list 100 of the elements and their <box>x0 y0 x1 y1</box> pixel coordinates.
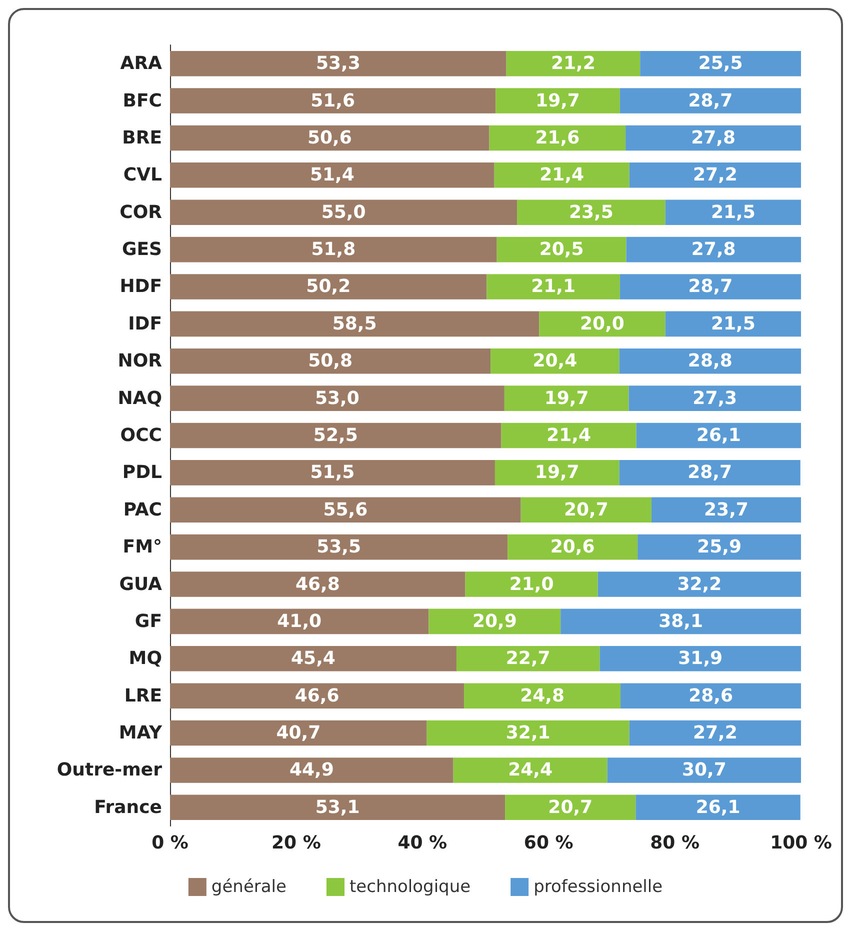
y-tick-label: BFC <box>122 90 162 112</box>
legend-label: professionnelle <box>534 877 663 897</box>
data-label: 21,6 <box>535 127 580 148</box>
bar <box>496 88 620 114</box>
data-label: 21,4 <box>546 425 592 446</box>
bar <box>640 50 801 76</box>
bar <box>490 348 620 374</box>
data-label: 38,1 <box>658 610 704 632</box>
data-label: 55,0 <box>321 202 366 223</box>
bar <box>629 162 801 188</box>
data-label: 21,4 <box>540 164 584 186</box>
data-label: 24,4 <box>508 760 553 781</box>
bar <box>628 386 801 411</box>
bar <box>560 608 801 634</box>
x-tick-label: 40 % <box>398 832 448 854</box>
data-label: 19,7 <box>536 90 580 112</box>
data-label: 21,1 <box>531 276 576 298</box>
bar <box>170 720 427 746</box>
x-tick-label: 0 % <box>152 832 188 854</box>
x-tick-label: 60 % <box>524 832 574 854</box>
y-tick-label: CVL <box>123 164 162 186</box>
data-label: 28,7 <box>688 462 732 484</box>
data-label: 20,7 <box>564 499 608 520</box>
data-label: 25,9 <box>697 536 742 558</box>
x-tick-label: 80 % <box>650 832 700 854</box>
bar <box>607 758 801 783</box>
data-label: 40,7 <box>276 722 321 744</box>
data-label: 26,1 <box>696 425 741 446</box>
bar <box>170 683 464 708</box>
data-label: 24,8 <box>520 685 564 706</box>
legend-label: générale <box>211 877 286 897</box>
bar <box>506 50 640 76</box>
y-tick-label: GES <box>122 239 162 260</box>
data-label: 55,6 <box>323 499 368 520</box>
bar <box>170 497 521 523</box>
data-label: 20,9 <box>472 610 517 632</box>
bar <box>170 572 466 597</box>
y-tick-label: COR <box>120 202 162 223</box>
bar <box>170 422 502 448</box>
y-tick-label: GF <box>134 610 162 632</box>
data-label: 52,5 <box>313 425 358 446</box>
bar <box>170 386 504 411</box>
bar <box>636 794 800 820</box>
y-tick-label: OCC <box>120 425 162 446</box>
data-label: 27,2 <box>692 164 738 186</box>
bar <box>170 646 456 672</box>
bar <box>620 274 801 300</box>
bar <box>619 348 801 374</box>
legend-label: technologique <box>349 877 471 897</box>
data-label: 32,1 <box>506 722 550 744</box>
bar <box>170 162 494 188</box>
data-label: 32,2 <box>677 574 722 595</box>
data-label: 27,8 <box>691 127 736 148</box>
data-label: 44,9 <box>289 760 334 781</box>
bar <box>170 758 454 783</box>
y-tick-label: ARA <box>120 53 162 74</box>
bar <box>636 422 801 448</box>
y-tick-label: GUA <box>119 574 162 595</box>
bar <box>464 683 621 708</box>
x-tick-label: 20 % <box>272 832 321 854</box>
data-label: 20,6 <box>550 536 595 558</box>
data-label: 20,0 <box>580 313 624 334</box>
y-tick-label: France <box>94 796 162 818</box>
data-label: 26,1 <box>696 796 740 818</box>
bar <box>626 125 801 151</box>
bar <box>170 125 490 151</box>
bar <box>501 422 636 448</box>
bar <box>520 497 652 523</box>
bar <box>170 348 491 374</box>
data-label: 20,7 <box>548 796 593 818</box>
y-tick-label: PDL <box>122 462 162 484</box>
data-label: 21,5 <box>710 313 756 334</box>
bar <box>517 200 666 225</box>
x-tick-label: 100 % <box>770 832 832 854</box>
data-label: 20,5 <box>539 239 584 260</box>
bar <box>600 646 801 672</box>
bar <box>620 683 801 708</box>
bar <box>504 386 629 411</box>
y-tick-label: MAY <box>118 722 163 744</box>
data-label: 23,5 <box>568 202 614 223</box>
data-label: 53,0 <box>315 388 360 409</box>
y-tick-label: PAC <box>123 499 162 520</box>
bar <box>619 460 800 486</box>
data-label: 23,7 <box>704 499 748 520</box>
data-label: 28,6 <box>688 685 733 706</box>
bar <box>626 236 801 262</box>
bar <box>453 758 608 783</box>
bar <box>456 646 600 672</box>
data-label: 27,2 <box>692 722 738 744</box>
data-label: 21,5 <box>710 202 756 223</box>
bar <box>494 460 620 486</box>
bar <box>598 572 801 597</box>
y-tick-label: HDF <box>120 276 162 298</box>
data-label: 27,3 <box>692 388 738 409</box>
bar <box>505 794 636 820</box>
data-label: 51,8 <box>311 239 356 260</box>
bar <box>170 534 508 560</box>
data-label: 50,8 <box>308 350 352 372</box>
y-tick-label: LRE <box>124 685 162 706</box>
bar <box>620 88 801 114</box>
